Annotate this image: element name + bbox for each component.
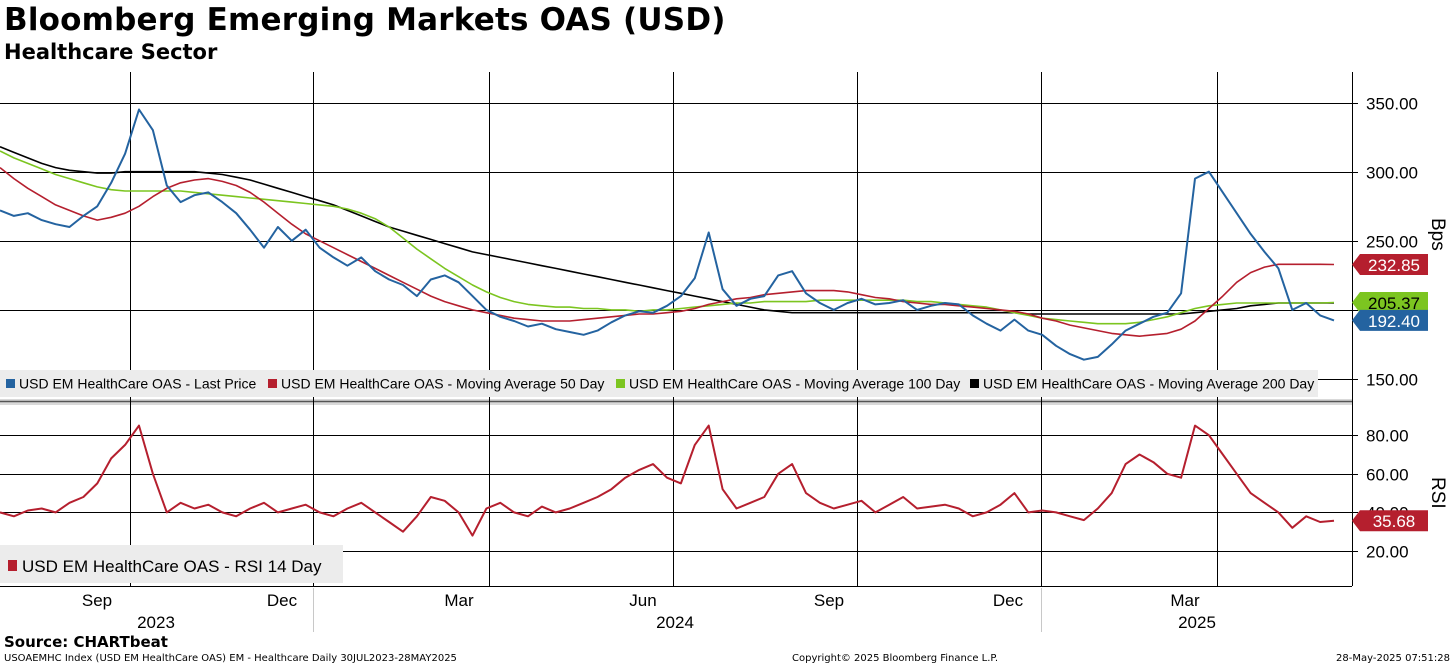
series-layer — [0, 108, 1335, 537]
legend-rsi-box — [0, 545, 343, 583]
y-axis-label-rsi: RSI — [1427, 477, 1448, 509]
chart-title: Bloomberg Emerging Markets OAS (USD) — [4, 2, 726, 38]
chart-subtitle: Healthcare Sector — [4, 40, 218, 64]
x-tick-label-0: Sep — [82, 591, 112, 610]
y-tick-label-main-2: 250.00 — [1366, 233, 1418, 252]
y-axis-label-main: Bps — [1427, 218, 1448, 251]
copyright: Copyright© 2025 Bloomberg Finance L.P. — [792, 653, 999, 664]
series-last-price-line — [0, 108, 1335, 361]
x-tick-label-4: Sep — [814, 591, 844, 610]
y-tick-label-main-3: 300.00 — [1366, 164, 1418, 183]
legend-label-2: USD EM HealthCare OAS - Moving Average 1… — [629, 376, 960, 392]
legend-swatch-rsi — [8, 560, 17, 571]
legend-label-0: USD EM HealthCare OAS - Last Price — [19, 376, 257, 392]
y-tick-label-rsi-3: 80.00 — [1366, 427, 1409, 446]
x-year-label-1: 2024 — [656, 613, 694, 632]
series-ma200-line — [0, 146, 1334, 315]
rsi-last-flag-label: 35.68 — [1373, 512, 1416, 531]
x-tick-label-6: Mar — [1170, 591, 1200, 610]
source-note: Source: CHARTbeat — [4, 633, 168, 651]
ma100-last-flag — [1352, 291, 1428, 313]
y-tick-label-main-4: 350.00 — [1366, 95, 1418, 114]
ma50-last-flag — [1352, 254, 1428, 276]
x-year-label-2: 2025 — [1178, 613, 1216, 632]
ma50-last-flag-label: 232.85 — [1368, 256, 1420, 275]
rsi-last-flag — [1352, 510, 1428, 532]
legend-label-1: USD EM HealthCare OAS - Moving Average 5… — [281, 376, 604, 392]
legend-label-rsi: USD EM HealthCare OAS - RSI 14 Day — [22, 557, 322, 576]
ma100-last-flag-label: 205.37 — [1368, 294, 1420, 313]
index-info: USOAEMHC Index (USD EM HealthCare OAS) E… — [4, 653, 457, 664]
grid-layer — [0, 72, 1352, 586]
axis-layer: 150.00200.00250.00300.00350.00Bps20.0040… — [0, 72, 1448, 632]
x-year-label-0: 2023 — [137, 613, 175, 632]
x-tick-label-5: Dec — [993, 591, 1024, 610]
series-rsi-line — [0, 424, 1335, 537]
timestamp: 28-May-2025 07:51:28 — [1336, 653, 1450, 664]
x-tick-label-2: Mar — [444, 591, 474, 610]
last-price-last-flag-label: 192.40 — [1368, 312, 1420, 331]
x-tick-label-1: Dec — [267, 591, 298, 610]
legend-swatch-0 — [6, 379, 15, 388]
legend-main-box — [0, 370, 1318, 397]
legend-layer: USD EM HealthCare OAS - Last Price USD EM… — [0, 370, 1318, 583]
y-tick-label-rsi-0: 20.00 — [1366, 543, 1409, 562]
last-price-last-flag — [1352, 309, 1428, 331]
series-ma50-line — [0, 166, 1335, 337]
legend-swatch-1 — [268, 379, 277, 388]
legend-swatch-2 — [616, 379, 625, 388]
series-ma100-line — [0, 150, 1335, 325]
legend-swatch-3 — [970, 379, 979, 388]
y-tick-label-rsi-2: 60.00 — [1366, 466, 1409, 485]
legend-label-3: USD EM HealthCare OAS - Moving Average 2… — [983, 376, 1314, 392]
x-tick-label-3: Jun — [629, 591, 656, 610]
y-tick-label-main-0: 150.00 — [1366, 371, 1418, 390]
